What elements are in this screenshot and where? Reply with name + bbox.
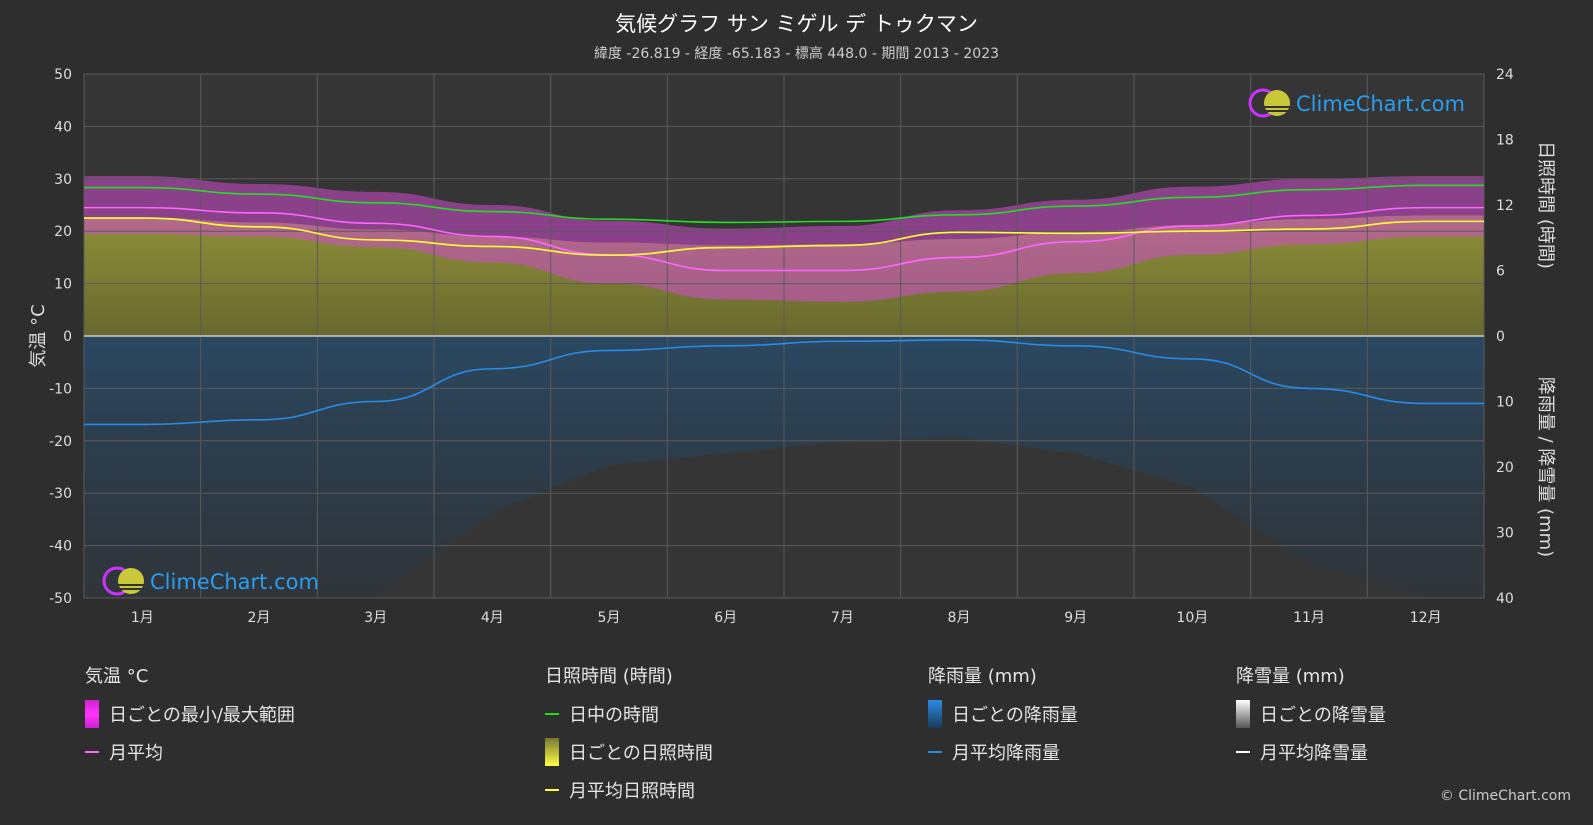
right-bottom-axis-title: 降雨量 / 降雪量 (mm): [1535, 377, 1556, 557]
logo-stripe: [1264, 110, 1290, 112]
legend-rain: 降雨量 (mm) 日ごとの降雨量 月平均降雨量: [928, 662, 1078, 776]
left-tick-label: 50: [54, 67, 72, 83]
snow-mean-swatch: [1236, 751, 1250, 753]
legend-item-snow-mean: 月平均降雪量: [1236, 738, 1386, 766]
month-tick-label: 12月: [1410, 610, 1442, 626]
month-tick-label: 10月: [1176, 610, 1208, 626]
month-tick-label: 2月: [248, 610, 271, 626]
logo-stripe: [118, 584, 144, 586]
copyright: © ClimeChart.com: [1439, 788, 1571, 804]
left-tick-label: 40: [54, 119, 72, 135]
rain-mean-line: [84, 339, 1484, 426]
chart-title: 気候グラフ サン ミゲル デ トゥクマン: [615, 12, 978, 36]
legend-snow-mean-label: 月平均降雪量: [1260, 743, 1368, 764]
legend-temp-mean-label: 月平均: [109, 743, 163, 764]
logo-stripe: [118, 588, 144, 590]
right-mm-tick-label: 30: [1496, 526, 1514, 542]
month-tick-label: 7月: [831, 610, 854, 626]
daily-rain-swatch: [928, 700, 942, 728]
legend-temp-range-label: 日ごとの最小/最大範囲: [109, 705, 295, 726]
legend-sunshine-mean-label: 月平均日照時間: [569, 781, 695, 802]
left-tick-label: 0: [63, 329, 72, 345]
legend-item-daily-snow: 日ごとの降雪量: [1236, 700, 1386, 728]
right-hours-tick-label: 18: [1496, 133, 1514, 149]
legend-daily-sunshine-label: 日ごとの日照時間: [569, 743, 713, 764]
watermark-logo-top: ClimeChart.com: [1248, 88, 1465, 118]
month-tick-label: 5月: [598, 610, 621, 626]
right-mm-tick-label: 20: [1496, 460, 1514, 476]
left-axis-title: 気温 °C: [28, 304, 49, 367]
left-tick-label: 30: [54, 172, 72, 188]
legend-item-temp-mean: 月平均: [85, 738, 295, 766]
legend-rain-mean-label: 月平均降雨量: [952, 743, 1060, 764]
logo-sun-icon: [1264, 90, 1290, 116]
sunshine-mean-line: [84, 217, 1484, 257]
legend-item-daylight: 日中の時間: [545, 700, 713, 728]
legend-sun-heading: 日照時間 (時間): [545, 666, 673, 687]
legend-snow: 降雪量 (mm) 日ごとの降雪量 月平均降雪量: [1236, 662, 1386, 776]
legend-item-daily-rain: 日ごとの降雨量: [928, 700, 1078, 728]
right-hours-tick-label: 6: [1496, 264, 1505, 280]
left-tick-label: -10: [49, 381, 72, 397]
right-hours-tick-label: 0: [1496, 329, 1505, 345]
sunshine-mean-swatch: [545, 789, 559, 791]
legend-daylight-label: 日中の時間: [569, 705, 659, 726]
legend-item-daily-sunshine: 日ごとの日照時間: [545, 738, 713, 766]
watermark-logo-bottom: ClimeChart.com: [102, 566, 319, 596]
legend-temperature: 気温 °C 日ごとの最小/最大範囲 月平均: [85, 662, 295, 776]
watermark-text: ClimeChart.com: [1296, 92, 1465, 116]
temp-mean-line: [83, 206, 1484, 272]
temp-range-swatch: [85, 700, 99, 728]
right-mm-tick-label: 10: [1496, 395, 1514, 411]
month-tick-label: 4月: [481, 610, 504, 626]
month-tick-label: 6月: [714, 610, 737, 626]
right-mm-tick-label: 40: [1496, 591, 1514, 607]
watermark-text: ClimeChart.com: [150, 570, 319, 594]
legend-item-sunshine-mean: 月平均日照時間: [545, 776, 713, 804]
daylight-line: [84, 184, 1484, 224]
legend-daily-rain-label: 日ごとの降雨量: [952, 705, 1078, 726]
month-tick-label: 3月: [364, 610, 387, 626]
month-tick-label: 1月: [131, 610, 154, 626]
month-tick-label: 11月: [1293, 610, 1325, 626]
legend-item-rain-mean: 月平均降雨量: [928, 738, 1078, 766]
daily-sunshine-swatch: [545, 738, 559, 766]
legend-snow-heading: 降雪量 (mm): [1236, 666, 1345, 687]
rain-mean-swatch: [928, 751, 942, 753]
left-tick-label: -30: [49, 486, 72, 502]
left-tick-label: -50: [49, 591, 72, 607]
legend-sunshine: 日照時間 (時間) 日中の時間 日ごとの日照時間 月平均日照時間: [545, 662, 713, 814]
left-tick-label: -20: [49, 434, 72, 450]
legend-temp-heading: 気温 °C: [85, 666, 149, 687]
logo-sun-icon: [118, 568, 144, 594]
daily-snow-swatch: [1236, 700, 1250, 728]
left-tick-label: -40: [49, 539, 72, 555]
month-tick-label: 9月: [1064, 610, 1087, 626]
daylight-swatch: [545, 713, 559, 715]
climate-chart: 50 40 30 20 10 0 -10 -20 -30 -40 -50 24 18 12 6 0 10 20 30…: [28, 67, 1556, 626]
temp-mean-swatch: [85, 751, 99, 753]
chart-subtitle: 緯度 -26.819 - 経度 -65.183 - 標高 448.0 - 期間 …: [593, 46, 1000, 62]
right-top-axis-title: 日照時間 (時間): [1535, 141, 1556, 269]
right-hours-tick-label: 12: [1496, 198, 1514, 214]
left-tick-label: 20: [54, 224, 72, 240]
month-tick-label: 8月: [948, 610, 971, 626]
legend-daily-snow-label: 日ごとの降雪量: [1260, 705, 1386, 726]
left-tick-label: 10: [54, 277, 72, 293]
right-hours-tick-label: 24: [1496, 67, 1514, 83]
legend-item-temp-range: 日ごとの最小/最大範囲: [85, 700, 295, 728]
logo-stripe: [1264, 106, 1290, 108]
legend-rain-heading: 降雨量 (mm): [928, 666, 1037, 687]
